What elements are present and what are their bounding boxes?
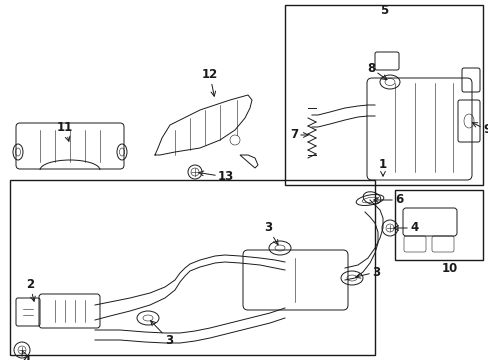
Text: 2: 2 [26, 279, 35, 301]
Bar [394, 190, 482, 260]
Text: 12: 12 [202, 68, 218, 96]
Text: 10: 10 [441, 261, 457, 274]
Text: 1: 1 [378, 158, 386, 176]
Text: 9: 9 [471, 123, 488, 136]
Text: 8: 8 [366, 62, 386, 80]
Text: 3: 3 [264, 221, 278, 245]
Bar [285, 5, 482, 185]
Text: 5: 5 [379, 4, 387, 17]
Text: 4: 4 [22, 351, 30, 360]
Text: 4: 4 [393, 221, 417, 234]
Bar [10, 180, 374, 355]
Text: 3: 3 [355, 265, 379, 279]
Text: 13: 13 [199, 171, 234, 184]
Text: 11: 11 [57, 121, 73, 141]
Text: 7: 7 [289, 129, 307, 141]
Text: 3: 3 [150, 321, 173, 346]
Text: 6: 6 [373, 193, 403, 207]
